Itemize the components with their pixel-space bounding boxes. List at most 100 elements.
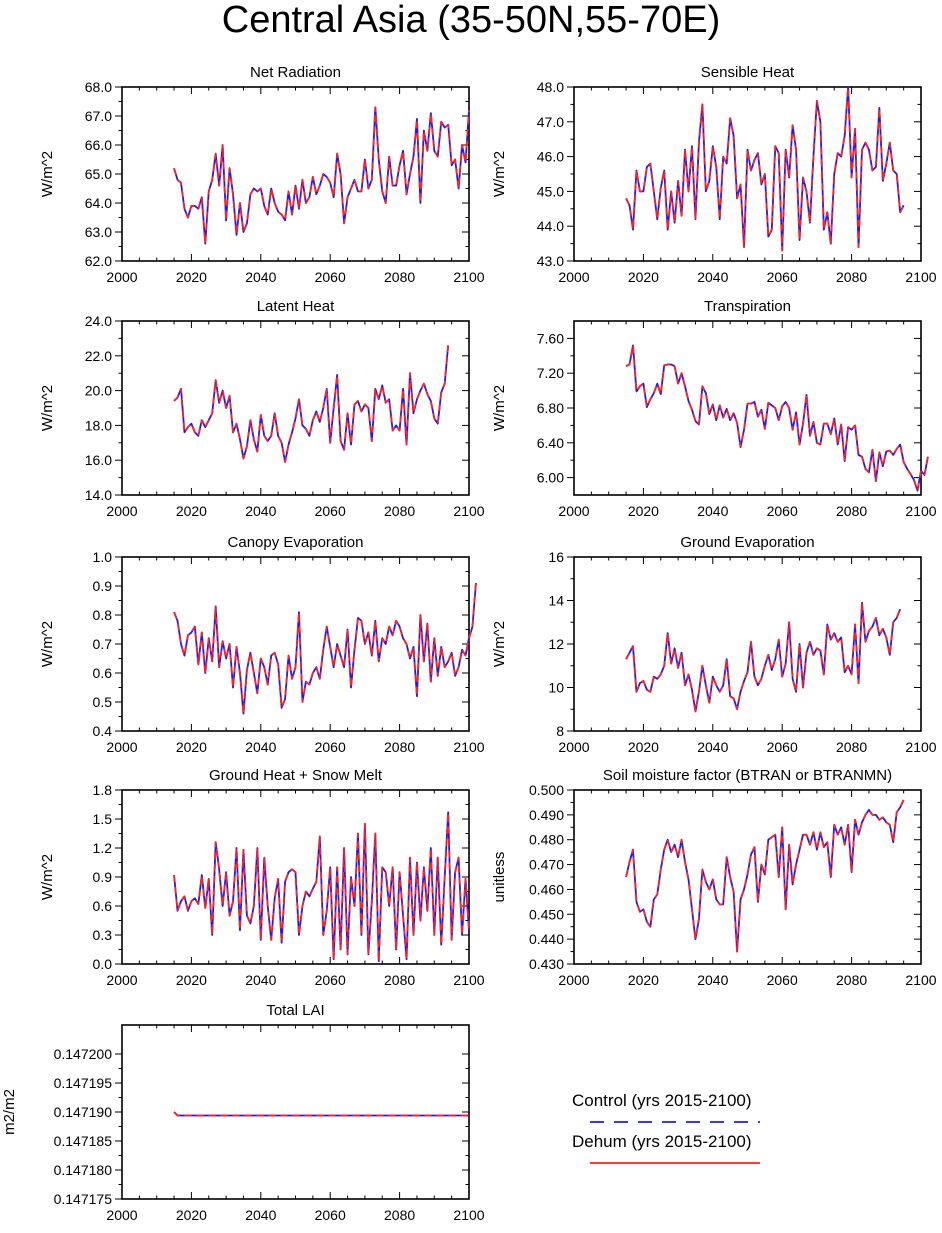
chart-title: Sensible Heat: [701, 64, 795, 81]
y-tick-label: 0.3: [93, 927, 113, 943]
y-tick-label: 18.0: [85, 417, 112, 433]
x-tick-label: 2000: [106, 269, 137, 285]
y-tick-label: 0.0: [93, 956, 113, 972]
x-tick-label: 2100: [453, 972, 484, 988]
y-tick-label: 1.5: [93, 811, 113, 827]
x-tick-label: 2020: [176, 972, 207, 988]
x-tick-label: 2080: [384, 1207, 415, 1223]
y-tick-label: 0.480: [529, 832, 564, 848]
x-tick-label: 2080: [384, 269, 415, 285]
chart-panel: 2000 2020 2040 2060 2080 2100 43.0 44.0 45.0 46.0…: [491, 64, 937, 285]
x-tick-label: 2040: [697, 972, 728, 988]
chart-title: Latent Heat: [257, 298, 335, 315]
x-tick-label: 2040: [697, 269, 728, 285]
legend-label-control: Control (yrs 2015-2100): [572, 1091, 752, 1110]
x-tick-label: 2000: [106, 503, 137, 519]
y-axis-label: W/m^2: [39, 621, 56, 667]
y-tick-label: 45.0: [537, 183, 564, 199]
y-tick-label: 1.8: [93, 782, 113, 798]
y-tick-label: 46.0: [537, 149, 564, 165]
y-tick-label: 0.147200: [54, 1046, 113, 1062]
y-tick-label: 0.470: [529, 857, 564, 873]
x-tick-label: 2100: [453, 1207, 484, 1223]
y-tick-label: 0.500: [529, 782, 564, 798]
y-tick-label: 65.0: [85, 166, 112, 182]
y-tick-label: 22.0: [85, 348, 112, 364]
series-line-dehum: [173, 106, 470, 245]
y-tick-label: 0.4: [93, 723, 113, 739]
y-tick-label: 0.460: [529, 881, 564, 897]
series-line-dehum: [625, 86, 905, 252]
y-tick-label: 24.0: [85, 313, 112, 329]
y-tick-label: 0.147180: [54, 1162, 113, 1178]
y-tick-label: 10: [548, 680, 564, 696]
y-axis-label: W/m^2: [491, 621, 508, 667]
y-axis-label: W/m^2: [39, 854, 56, 900]
x-tick-label: 2060: [767, 739, 798, 755]
chart-panel: 2000 2020 2040 2060 2080 2100 0.147175 0.147180…: [1, 1002, 485, 1223]
y-tick-label: 14: [548, 593, 564, 609]
x-tick-label: 2100: [453, 269, 484, 285]
x-tick-label: 2000: [558, 972, 589, 988]
x-tick-label: 2100: [905, 503, 936, 519]
chart-title: Soil moisture factor (BTRAN or BTRANMN): [603, 767, 892, 784]
series-line-dehum: [173, 1111, 469, 1117]
x-tick-label: 2060: [315, 739, 346, 755]
x-tick-label: 2060: [315, 972, 346, 988]
x-tick-label: 2020: [176, 503, 207, 519]
y-tick-label: 0.9: [93, 578, 113, 594]
y-tick-label: 1.2: [93, 840, 113, 856]
series-line-dehum: [173, 345, 450, 463]
x-tick-label: 2040: [245, 739, 276, 755]
plot-frame: [121, 556, 470, 732]
legend: Control (yrs 2015-2100) Dehum (yrs 2015-2…: [572, 1091, 760, 1164]
x-tick-label: 2100: [453, 503, 484, 519]
x-tick-label: 2100: [905, 269, 936, 285]
x-tick-label: 2020: [176, 1207, 207, 1223]
y-tick-label: 68.0: [85, 79, 112, 95]
x-tick-label: 2080: [836, 269, 867, 285]
y-tick-label: 0.6: [93, 898, 113, 914]
x-tick-label: 2000: [106, 739, 137, 755]
x-tick-label: 2060: [767, 269, 798, 285]
y-tick-label: 6.80: [537, 400, 564, 416]
x-tick-label: 2000: [106, 1207, 137, 1223]
series-line-dehum: [173, 811, 470, 962]
y-tick-label: 47.0: [537, 114, 564, 130]
x-tick-label: 2040: [697, 503, 728, 519]
y-tick-label: 14.0: [85, 487, 112, 503]
y-tick-label: 48.0: [537, 79, 564, 95]
y-tick-label: 0.430: [529, 956, 564, 972]
x-tick-label: 2000: [558, 269, 589, 285]
y-tick-label: 0.440: [529, 931, 564, 947]
x-tick-label: 2100: [905, 972, 936, 988]
x-tick-label: 2080: [836, 972, 867, 988]
y-tick-label: 7.20: [537, 365, 564, 381]
y-tick-label: 20.0: [85, 383, 112, 399]
series-line-dehum: [173, 583, 477, 715]
y-tick-label: 0.7: [93, 636, 113, 652]
y-tick-label: 63.0: [85, 224, 112, 240]
x-tick-label: 2060: [315, 503, 346, 519]
y-axis-label: W/m^2: [39, 151, 56, 197]
chart-title: Ground Heat + Snow Melt: [209, 767, 383, 784]
x-tick-label: 2080: [836, 739, 867, 755]
series-line-control: [625, 344, 929, 492]
chart-panel: 2000 2020 2040 2060 2080 2100 0.0 0.3 0.6 0.9 1.2 1…: [39, 767, 485, 988]
x-tick-label: 2000: [106, 972, 137, 988]
y-tick-label: 6.40: [537, 435, 564, 451]
y-tick-label: 0.147190: [54, 1104, 113, 1120]
chart-title: Canopy Evaporation: [228, 534, 364, 551]
y-tick-label: 43.0: [537, 253, 564, 269]
x-tick-label: 2040: [697, 739, 728, 755]
x-tick-label: 2040: [245, 972, 276, 988]
y-tick-label: 6.00: [537, 470, 564, 486]
x-tick-label: 2080: [836, 503, 867, 519]
x-tick-label: 2060: [767, 972, 798, 988]
chart-panel: 2000 2020 2040 2060 2080 2100 0.430 0.440 0.450 0…: [491, 767, 937, 988]
x-tick-label: 2080: [384, 503, 415, 519]
chart-title: Ground Evaporation: [680, 534, 814, 551]
y-axis-label: W/m^2: [491, 385, 508, 431]
chart-panel: 2000 2020 2040 2060 2080 2100 62.0 63.0 64.0 65.0…: [39, 64, 485, 285]
